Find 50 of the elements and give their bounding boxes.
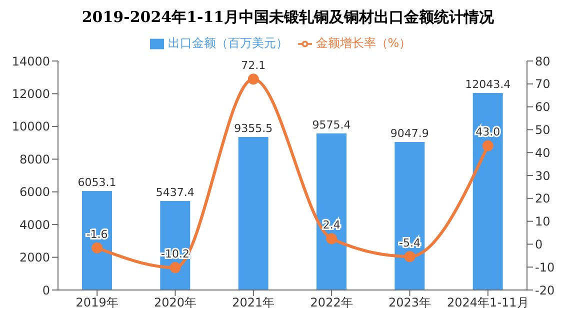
x-tick-label: 2024年1-11月 [447,296,529,310]
data-label: 12043.4 [465,78,511,92]
data-label: 9575.4 [312,118,351,132]
y2-tick-label: 50 [535,122,550,137]
data-label: -5.4 [399,236,420,250]
y-tick-label: 10000 [12,120,50,134]
point [404,251,416,262]
data-label: 2.4 [322,218,340,232]
x-tick-label: 2019年 [76,296,118,310]
y2-tick-label: 30 [535,168,550,183]
y2-tick-label: -10 [535,260,555,274]
y2-tick-label: -20 [535,283,555,298]
y-tick-label: 8000 [19,152,50,166]
y2-tick-label: 20 [535,192,550,206]
x-tick-label: 2023年 [388,296,432,310]
y-tick-label: 6000 [19,185,50,200]
bar [472,93,503,290]
point [170,262,181,274]
point [326,233,338,244]
y2-tick-label: 40 [535,146,550,160]
y-tick-label: 12000 [12,86,50,101]
data-label: 9355.5 [234,122,273,135]
bar [82,190,112,290]
point [482,140,494,152]
bar [238,136,268,290]
y2-tick-label: 0 [535,237,543,252]
y2-tick-label: 60 [535,100,550,114]
data-label: 6053.1 [78,176,116,189]
y2-tick-label: 80 [535,54,550,68]
x-tick-label: 2021年 [232,296,275,310]
legend-label: 金额增长率（%） [316,36,412,50]
x-tick-label: 2020年 [154,296,197,310]
chart-title: 2019-2024年1-11月中国未锻轧铜及铜材出口金额统计情况 [80,8,496,28]
y2-tick-label: 10 [535,214,550,229]
y-tick-label: 4000 [19,218,50,232]
point [92,242,103,254]
y-tick-label: 14000 [12,54,50,68]
y-tick-label: 0 [42,283,50,298]
data-label: 43.0 [476,126,500,139]
data-label: -1.6 [86,228,108,241]
data-label: 5437.4 [156,186,194,200]
legend-label: 出口金额（百万美元） [168,36,288,50]
x-tick-label: 2022年 [310,296,353,310]
y-tick-label: 2000 [19,250,50,265]
bar [394,142,425,290]
data-label: 72.1 [241,59,266,72]
data-label: 9047.9 [390,127,429,140]
y2-tick-label: 70 [535,77,550,92]
bar [316,133,346,290]
point [248,74,259,85]
